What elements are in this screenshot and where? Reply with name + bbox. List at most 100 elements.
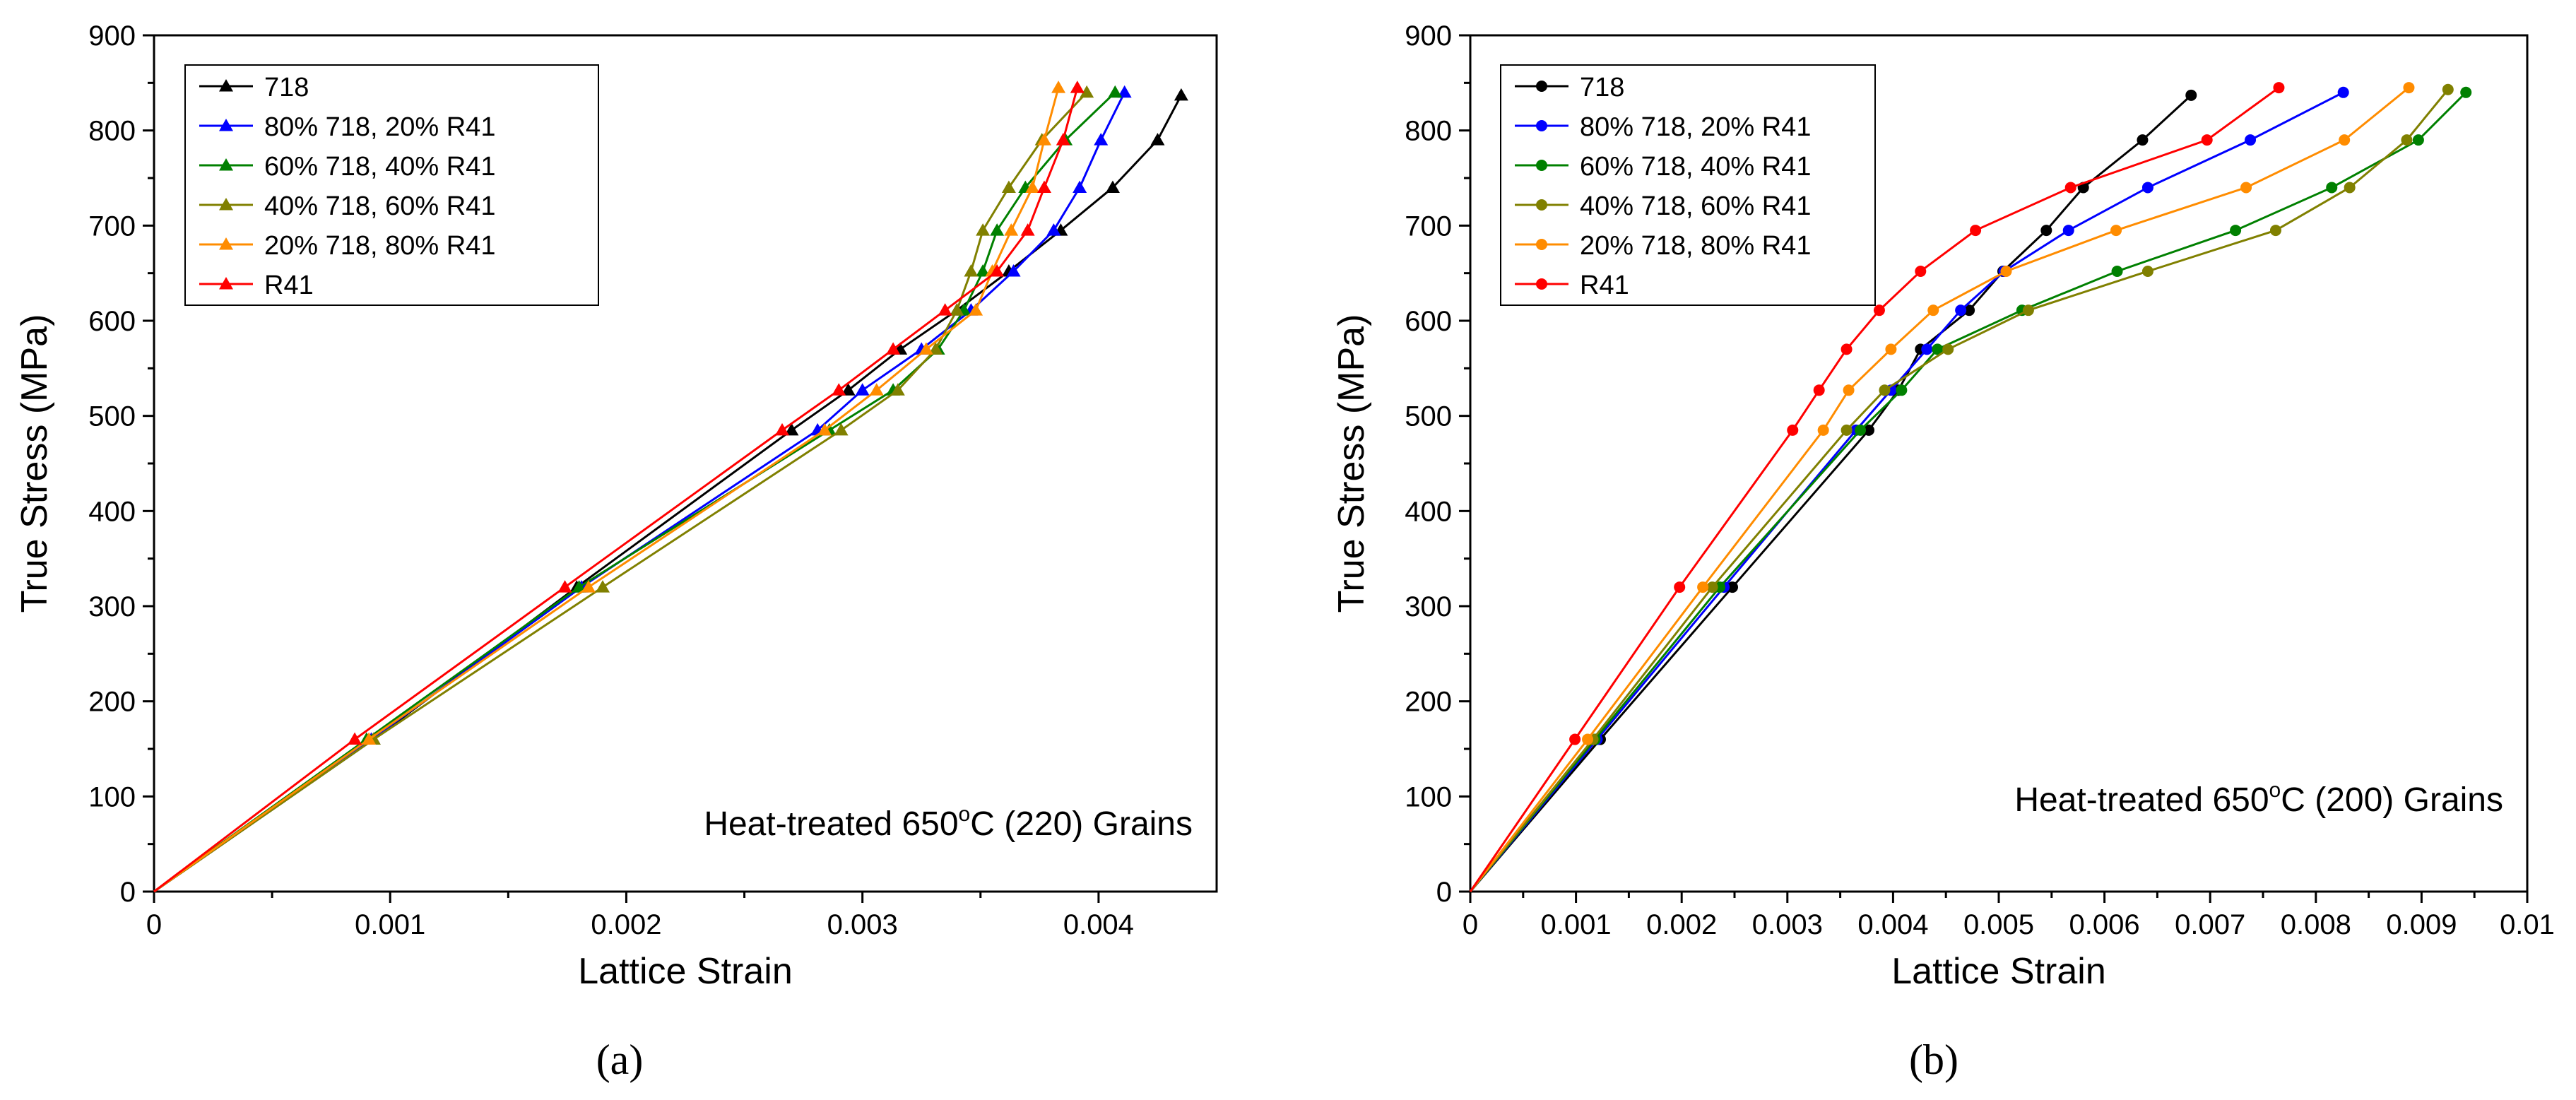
data-point: [832, 383, 846, 396]
data-point: [1080, 85, 1094, 98]
data-point: [928, 342, 943, 355]
data-point: [2185, 89, 2197, 101]
data-point: [2401, 134, 2413, 146]
y-axis-title: True Stress (MPa): [1331, 314, 1372, 613]
x-tick-label: 0.004: [1857, 909, 1928, 940]
data-point: [572, 580, 586, 593]
data-point: [2230, 225, 2242, 237]
data-point: [817, 422, 832, 436]
annotation-main: Heat-treated 650: [704, 805, 958, 843]
y-tick-label: 400: [1405, 496, 1452, 527]
data-point: [1046, 223, 1061, 236]
data-point: [581, 580, 596, 593]
data-point: [2337, 86, 2349, 98]
data-point: [1873, 304, 1885, 317]
panel-letter: (a): [596, 1036, 644, 1083]
y-tick-label: 300: [88, 591, 136, 622]
data-point: [1037, 133, 1052, 146]
legend-marker: [219, 79, 233, 92]
data-point: [2064, 182, 2076, 194]
data-point: [1963, 304, 1975, 317]
legend-marker: [219, 158, 233, 171]
data-point: [918, 342, 933, 355]
data-point: [976, 264, 991, 277]
y-tick-label: 800: [88, 116, 136, 147]
data-point: [1885, 343, 1897, 355]
data-point: [1105, 180, 1120, 193]
legend-label: 60% 718, 40% R41: [264, 152, 495, 182]
y-tick-label: 600: [88, 306, 136, 337]
legend-label: 40% 718, 60% R41: [264, 191, 495, 221]
y-tick-label: 700: [1405, 211, 1452, 242]
y-tick-label: 600: [1405, 306, 1452, 337]
data-point: [784, 422, 799, 436]
data-point: [1921, 343, 1933, 355]
x-axis-title: Lattice Strain: [1891, 951, 2106, 992]
legend-marker: [219, 119, 233, 131]
data-point: [2344, 182, 2356, 194]
data-point: [1855, 424, 1867, 436]
data-point: [834, 422, 849, 436]
legend-label: 80% 718, 20% R41: [1580, 112, 1811, 142]
data-point: [2022, 304, 2034, 317]
legend-label: 718: [264, 73, 309, 102]
x-tick-label: 0.003: [827, 909, 898, 940]
data-point: [1813, 384, 1825, 396]
data-point: [950, 303, 964, 316]
x-tick-label: 0.006: [2069, 909, 2140, 940]
annotation-rest: C (220) Grains: [970, 805, 1193, 843]
x-tick-label: 0: [1463, 909, 1478, 940]
legend-marker: [219, 198, 233, 211]
data-point: [990, 264, 1005, 277]
data-point: [976, 223, 991, 236]
data-point: [841, 383, 856, 396]
x-tick-label: 0: [146, 909, 162, 940]
data-point: [1706, 581, 1718, 593]
annotation-main: Heat-treated 650: [2014, 781, 2269, 819]
data-point: [2460, 86, 2472, 98]
legend-box: [1500, 64, 1876, 306]
data-point: [2141, 265, 2153, 277]
y-tick-label: 500: [1405, 401, 1452, 432]
x-tick-label: 0.009: [2386, 909, 2457, 940]
data-point: [2062, 225, 2074, 237]
data-point: [938, 303, 952, 316]
data-point: [1955, 304, 1967, 317]
data-point: [1862, 424, 1874, 436]
y-tick-label: 0: [120, 877, 136, 908]
data-point: [348, 732, 362, 745]
x-tick-label: 0.005: [1963, 909, 2034, 940]
data-point: [1727, 581, 1739, 593]
data-point: [557, 580, 572, 593]
legend-marker: [1536, 120, 1547, 131]
data-point: [869, 383, 884, 396]
series-line-4: [153, 91, 1088, 893]
data-point: [1025, 180, 1040, 193]
x-tick-label: 0.001: [1541, 909, 1612, 940]
legend: 718 80% 718, 20% R41 60% 718, 40% R41 40% 7…: [184, 64, 599, 306]
data-point: [2240, 182, 2252, 194]
legend-label: R41: [1580, 271, 1629, 300]
data-point: [1094, 133, 1109, 146]
series-line-2: [1469, 91, 2344, 892]
annotation-sup: o: [2269, 779, 2281, 802]
y-tick-label: 400: [88, 496, 136, 527]
annotation: Heat-treated 650oC (220) Grains: [704, 803, 1193, 843]
legend-marker: [1536, 278, 1547, 290]
data-point: [362, 732, 377, 745]
x-tick-label: 0.001: [355, 909, 425, 940]
data-point: [1841, 424, 1853, 436]
y-tick-label: 700: [88, 211, 136, 242]
data-point: [855, 383, 870, 396]
x-tick-label: 0.01: [2500, 909, 2555, 940]
data-point: [1787, 424, 1799, 436]
legend-marker: [1536, 239, 1547, 250]
data-point: [2245, 134, 2257, 146]
data-point: [1117, 85, 1132, 98]
legend-label: 718: [1580, 73, 1624, 102]
legend-label: R41: [264, 271, 314, 300]
y-tick-label: 300: [1405, 591, 1452, 622]
data-point: [1056, 133, 1070, 146]
y-tick-label: 200: [88, 687, 136, 718]
data-point: [2201, 134, 2213, 146]
